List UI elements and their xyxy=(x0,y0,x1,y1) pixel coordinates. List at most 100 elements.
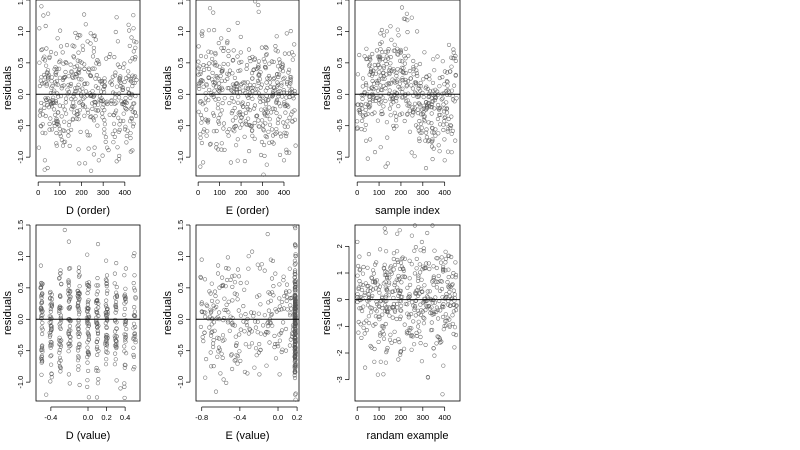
data-point xyxy=(264,162,269,167)
data-point xyxy=(127,28,132,33)
data-point xyxy=(226,62,231,67)
data-point xyxy=(131,121,136,126)
data-point xyxy=(96,102,101,107)
data-point xyxy=(271,77,276,82)
data-point xyxy=(454,96,459,101)
data-point xyxy=(445,149,451,154)
data-point xyxy=(96,108,101,113)
data-point xyxy=(279,328,285,333)
data-point xyxy=(57,126,62,132)
data-point xyxy=(133,45,138,50)
data-point xyxy=(76,307,81,312)
data-point xyxy=(77,290,82,295)
data-point xyxy=(209,364,214,369)
data-point xyxy=(104,291,110,296)
data-point xyxy=(374,299,379,304)
data-point xyxy=(284,131,289,136)
data-point xyxy=(93,76,98,81)
data-point xyxy=(419,359,424,364)
data-point xyxy=(269,312,274,317)
data-point xyxy=(244,63,250,68)
x-tick-label: 200 xyxy=(395,188,408,197)
data-point xyxy=(86,323,91,328)
y-tick-label: 1.5 xyxy=(176,0,185,5)
data-point xyxy=(292,307,297,312)
data-point xyxy=(251,314,256,319)
data-point xyxy=(254,294,260,299)
data-point xyxy=(406,315,411,320)
data-point xyxy=(210,77,215,82)
data-point xyxy=(42,158,47,163)
data-point xyxy=(40,281,45,286)
data-point xyxy=(95,123,100,128)
data-point xyxy=(255,262,260,267)
data-point xyxy=(63,100,68,105)
data-point xyxy=(84,129,89,134)
data-point xyxy=(277,152,283,157)
data-point xyxy=(409,150,414,155)
data-point xyxy=(41,72,47,78)
y-axis-label: residuals xyxy=(321,290,333,335)
data-point xyxy=(39,295,44,300)
data-point xyxy=(85,326,90,331)
data-point xyxy=(369,310,374,315)
data-point xyxy=(405,302,410,307)
data-point xyxy=(287,289,292,294)
data-point xyxy=(267,320,273,325)
data-point xyxy=(76,312,82,317)
data-point xyxy=(70,104,75,109)
data-point xyxy=(287,343,292,348)
data-point xyxy=(282,294,287,299)
data-point xyxy=(200,335,205,340)
data-point xyxy=(131,313,136,318)
data-point xyxy=(206,28,211,33)
data-point xyxy=(257,372,262,377)
data-point xyxy=(452,56,457,61)
data-point xyxy=(271,106,276,111)
data-point xyxy=(95,344,100,349)
data-point xyxy=(288,79,293,84)
data-point xyxy=(408,333,414,339)
data-point xyxy=(395,301,400,307)
data-point xyxy=(442,137,447,142)
data-point xyxy=(256,118,261,123)
data-point xyxy=(261,323,266,328)
data-point xyxy=(244,280,249,285)
data-point xyxy=(396,52,401,57)
data-point xyxy=(207,87,212,92)
data-point xyxy=(225,255,230,260)
data-point xyxy=(281,76,286,82)
data-point xyxy=(361,264,366,270)
data-point xyxy=(362,331,367,336)
data-point xyxy=(113,29,118,35)
data-point xyxy=(437,149,442,154)
data-point xyxy=(358,102,363,107)
data-point xyxy=(86,332,91,337)
data-point xyxy=(453,53,458,59)
data-point xyxy=(367,100,373,105)
data-point xyxy=(228,314,233,319)
data-point xyxy=(258,152,264,158)
data-point xyxy=(416,308,421,313)
data-point xyxy=(259,262,264,267)
y-tick-label: 0.5 xyxy=(335,58,344,68)
data-point xyxy=(86,298,91,303)
data-point xyxy=(250,76,255,81)
data-point xyxy=(75,331,80,336)
data-point xyxy=(394,79,399,84)
data-point xyxy=(75,108,80,114)
data-point xyxy=(66,372,71,377)
data-point xyxy=(94,319,99,324)
data-point xyxy=(281,88,286,93)
data-point xyxy=(386,56,391,61)
data-point xyxy=(447,253,452,258)
data-point xyxy=(418,302,423,307)
data-point xyxy=(88,73,94,79)
data-point xyxy=(37,26,42,31)
data-point xyxy=(359,335,364,340)
data-point xyxy=(126,22,131,27)
data-point xyxy=(391,123,396,128)
data-point xyxy=(200,78,205,83)
data-point xyxy=(452,298,457,303)
data-point xyxy=(249,341,255,346)
